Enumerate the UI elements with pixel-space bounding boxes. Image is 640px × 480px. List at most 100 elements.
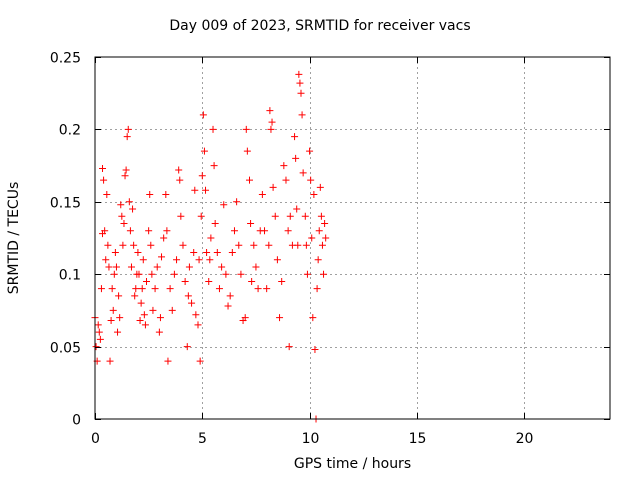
data-point (175, 166, 183, 174)
data-point (265, 241, 273, 249)
data-point (146, 191, 154, 199)
data-point (177, 212, 185, 220)
data-point (252, 263, 260, 271)
data-point (235, 241, 243, 249)
data-point (210, 162, 218, 170)
data-point (322, 234, 330, 242)
x-tick-label: 15 (409, 431, 427, 447)
data-point (233, 198, 241, 206)
data-point (202, 186, 210, 194)
data-point (203, 248, 211, 256)
data-point (190, 248, 198, 256)
data-point (132, 285, 140, 293)
data-point (120, 220, 128, 228)
x-tick-label: 0 (91, 431, 100, 447)
data-point (163, 227, 171, 235)
data-point (316, 183, 324, 191)
data-point (116, 314, 124, 322)
data-point (104, 241, 112, 249)
data-point (106, 357, 114, 365)
data-point (241, 314, 249, 322)
data-point (181, 277, 189, 285)
data-point (309, 314, 317, 322)
data-point (242, 125, 250, 133)
data-point (127, 263, 135, 271)
data-point (110, 270, 118, 278)
data-point (280, 162, 288, 170)
data-point (109, 306, 117, 314)
data-point (276, 314, 284, 322)
data-point (297, 89, 305, 97)
data-point (121, 172, 129, 180)
data-point (92, 343, 100, 351)
data-point (247, 220, 255, 228)
data-point (299, 169, 307, 177)
data-point (183, 343, 191, 351)
data-point (261, 227, 269, 235)
y-tick-label: 0.05 (50, 341, 81, 357)
data-point (124, 125, 132, 133)
data-point (285, 343, 293, 351)
data-point (314, 256, 322, 264)
data-point (125, 198, 133, 206)
data-point (184, 292, 192, 300)
data-point (114, 328, 122, 336)
data-point (188, 299, 196, 307)
data-point (291, 133, 299, 141)
data-point (292, 154, 300, 162)
data-point (197, 212, 205, 220)
data-point (199, 111, 207, 119)
plot-frame (94, 56, 611, 420)
data-point (307, 176, 315, 184)
data-point (103, 191, 111, 199)
data-point (153, 263, 161, 271)
chart-title: Day 009 of 2023, SRMTID for receiver vac… (169, 18, 471, 34)
data-point (130, 241, 138, 249)
data-point (141, 321, 149, 329)
data-point (301, 212, 309, 220)
data-point (105, 263, 113, 271)
data-point (293, 205, 301, 213)
data-point (147, 241, 155, 249)
data-point (96, 335, 104, 343)
data-point (97, 285, 105, 293)
data-point (138, 285, 146, 293)
y-tick-label: 0.1 (59, 268, 81, 284)
data-point (230, 227, 238, 235)
data-point (148, 270, 156, 278)
points-layer (91, 70, 330, 423)
y-tick-label: 0.25 (50, 51, 81, 67)
data-point (117, 201, 125, 209)
data-point (308, 234, 316, 242)
data-point (284, 227, 292, 235)
data-point (302, 241, 310, 249)
data-point (179, 241, 187, 249)
x-tick-label: 10 (302, 431, 320, 447)
data-point (207, 234, 215, 242)
data-point (320, 270, 328, 278)
data-point (315, 227, 323, 235)
data-point (220, 201, 228, 209)
data-point (166, 285, 174, 293)
data-point (102, 256, 110, 264)
data-point (140, 311, 148, 319)
data-point (258, 191, 266, 199)
data-point (318, 241, 326, 249)
data-point (134, 248, 142, 256)
data-point (139, 256, 147, 264)
data-point (164, 357, 172, 365)
data-point (215, 285, 223, 293)
tick-labels-layer: 0 5 10 15 20 0 0.05 0.1 0.15 0.2 0.25 (50, 51, 534, 448)
data-point (294, 241, 302, 249)
y-axis-label: SRMTID / TECUs (6, 181, 22, 295)
data-point (118, 212, 126, 220)
data-point (185, 263, 193, 271)
data-point (100, 176, 108, 184)
data-point (246, 176, 253, 184)
data-point (271, 212, 279, 220)
data-point (306, 147, 314, 155)
data-point (273, 256, 281, 264)
data-point (317, 212, 325, 220)
data-point (206, 256, 214, 264)
